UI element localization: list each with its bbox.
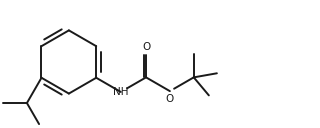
Text: O: O <box>142 42 150 52</box>
Text: O: O <box>166 94 174 104</box>
Text: NH: NH <box>113 87 129 97</box>
